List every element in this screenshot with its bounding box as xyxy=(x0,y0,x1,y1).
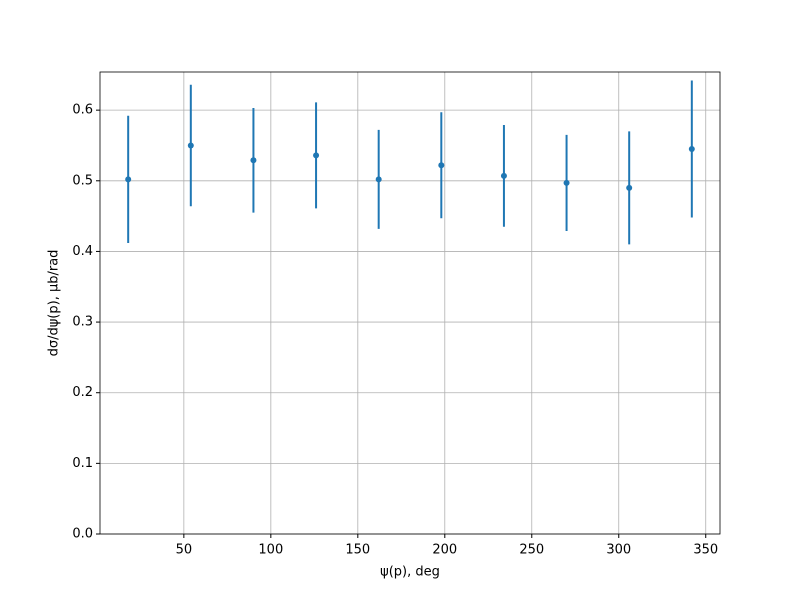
y-tick-label: 0.3 xyxy=(72,315,93,330)
y-tick-label: 0.2 xyxy=(72,385,93,400)
data-point xyxy=(500,172,507,179)
x-tick-label: 50 xyxy=(176,543,193,558)
x-tick-label: 100 xyxy=(258,543,283,558)
x-tick-label: 300 xyxy=(606,543,631,558)
data-point xyxy=(626,184,633,191)
data-point xyxy=(375,176,382,183)
x-tick-label: 150 xyxy=(345,543,370,558)
x-axis-label: ψ(p), deg xyxy=(380,565,440,580)
y-tick-label: 0.4 xyxy=(72,244,93,259)
data-point xyxy=(438,162,445,169)
data-point xyxy=(125,176,132,183)
data-point xyxy=(313,152,320,159)
y-axis-label: dσ/dψ(p), μb/rad xyxy=(47,250,62,357)
x-tick-label: 250 xyxy=(519,543,544,558)
data-point xyxy=(563,179,570,186)
y-tick-label: 0.1 xyxy=(72,456,93,471)
data-point xyxy=(688,146,695,152)
x-tick-label: 200 xyxy=(432,543,457,558)
data-point xyxy=(250,157,257,164)
y-tick-label: 0.0 xyxy=(72,527,93,542)
plot-frame xyxy=(99,71,721,535)
x-tick-label: 350 xyxy=(693,543,718,558)
y-tick-label: 0.6 xyxy=(72,103,93,118)
data-point xyxy=(187,142,194,149)
y-tick-label: 0.5 xyxy=(72,173,93,188)
